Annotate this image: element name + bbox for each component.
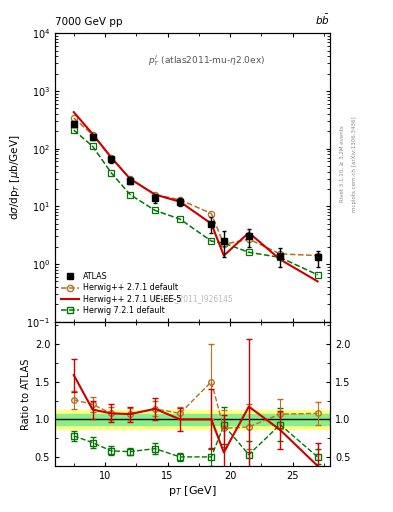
Text: b$\bar{b}$: b$\bar{b}$ [316,12,330,27]
Bar [55,410,330,429]
Y-axis label: Ratio to ATLAS: Ratio to ATLAS [20,358,31,430]
Y-axis label: d$\sigma$/dp$_T$ [$\mu$b/GeV]: d$\sigma$/dp$_T$ [$\mu$b/GeV] [8,135,22,220]
Text: mcplots.cern.ch [arXiv:1306.3436]: mcplots.cern.ch [arXiv:1306.3436] [352,116,357,211]
Bar [55,414,330,424]
Text: 7000 GeV pp: 7000 GeV pp [55,16,123,27]
Text: ATLAS_2011_I926145: ATLAS_2011_I926145 [152,294,233,303]
Text: Rivet 3.1.10, ≥ 3.2M events: Rivet 3.1.10, ≥ 3.2M events [340,125,345,202]
X-axis label: p$_T$ [GeV]: p$_T$ [GeV] [168,483,217,498]
Text: $p_T^l$ (atlas2011-mu-$\eta$2.0ex): $p_T^l$ (atlas2011-mu-$\eta$2.0ex) [148,53,265,69]
Legend: ATLAS, Herwig++ 2.7.1 default, Herwig++ 2.7.1 UE-EE-5, Herwig 7.2.1 default: ATLAS, Herwig++ 2.7.1 default, Herwig++ … [59,270,184,317]
